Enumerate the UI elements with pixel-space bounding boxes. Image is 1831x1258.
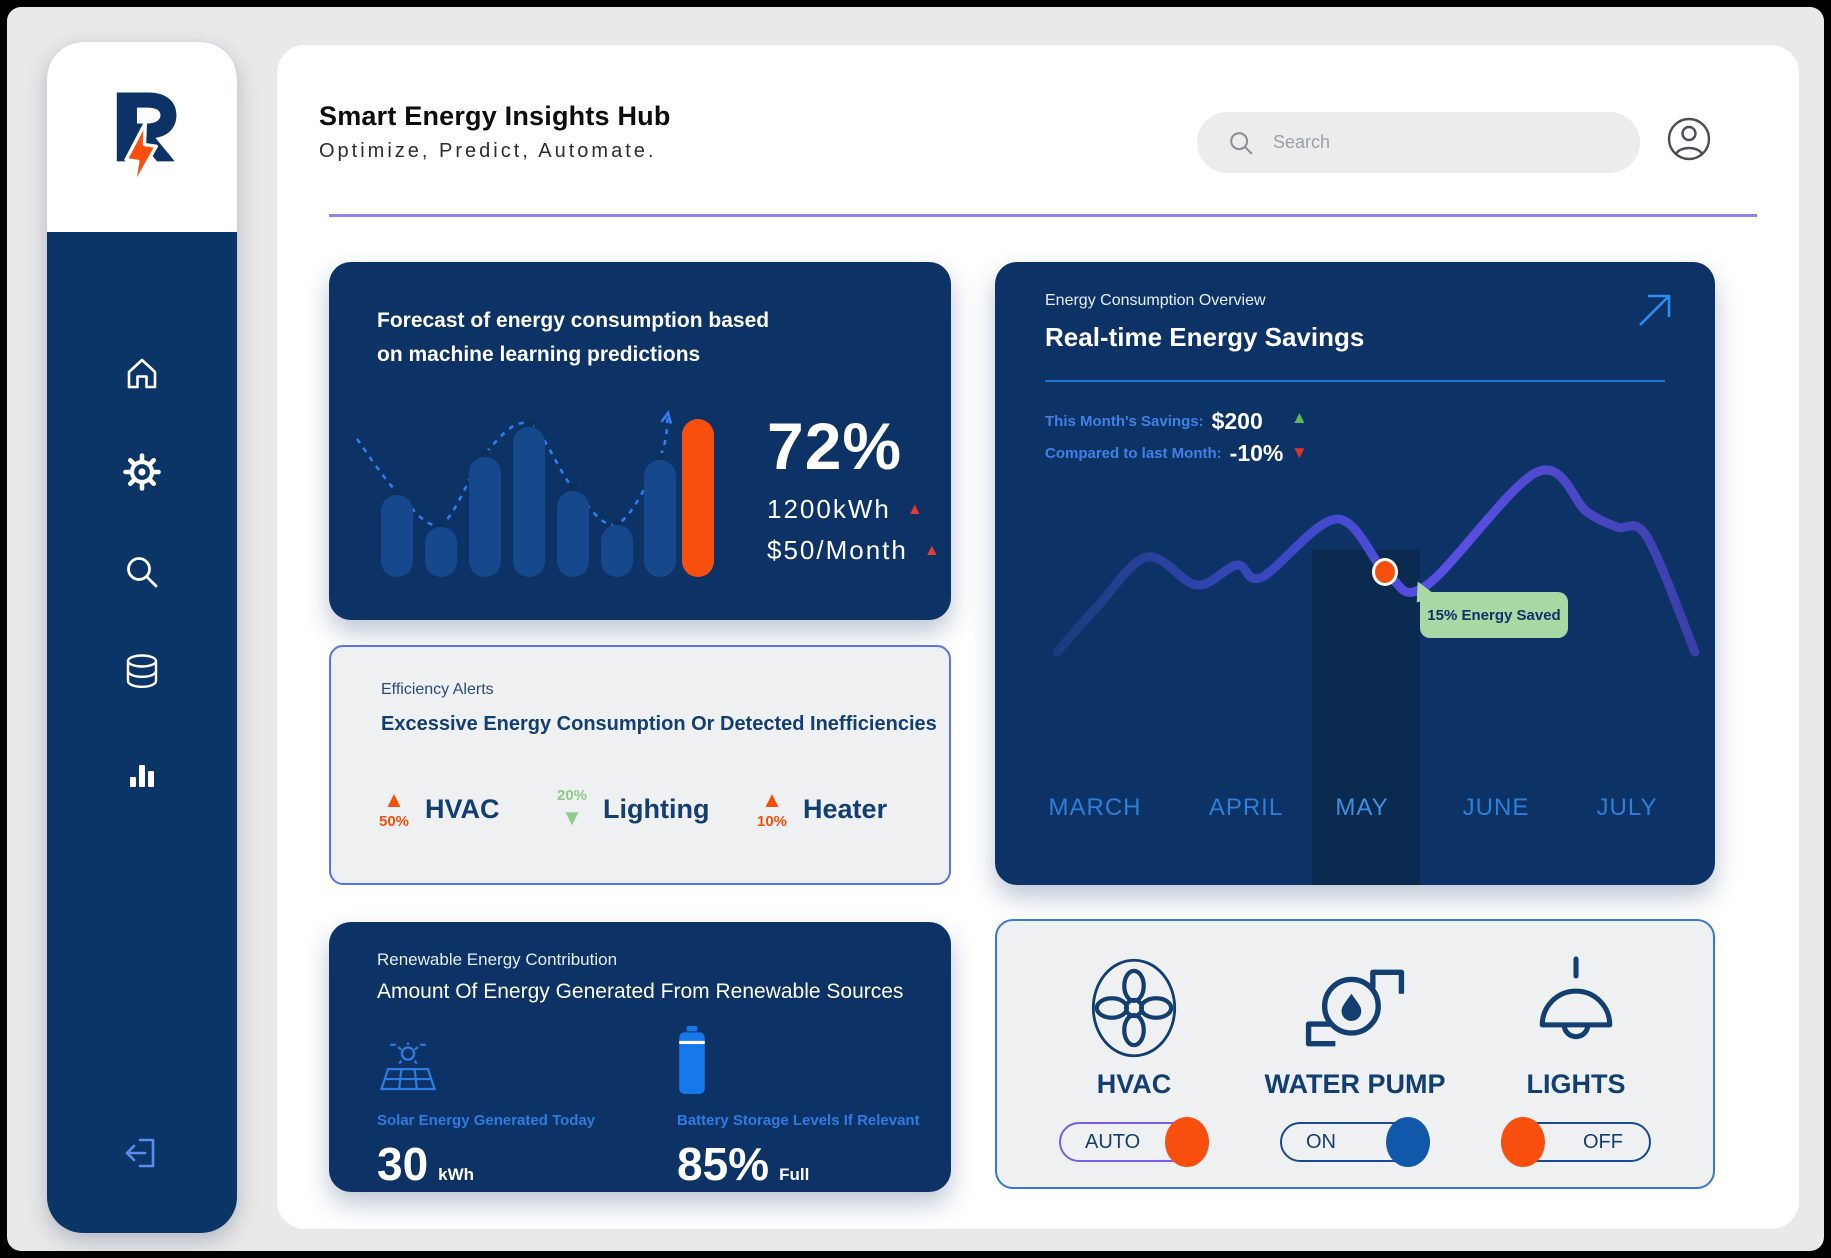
alerts-label: Efficiency Alerts: [381, 681, 494, 698]
alerts-title: Excessive Energy Consumption Or Detected…: [381, 713, 937, 735]
forecast-bar-highlight: [682, 419, 714, 577]
expand-arrow-icon[interactable]: [1633, 288, 1677, 332]
forecast-bar: [557, 491, 589, 577]
renewable-label: Renewable Energy Contribution: [377, 950, 618, 969]
sidebar-nav: [47, 232, 237, 1233]
main-panel: Smart Energy Insights Hub Optimize, Pred…: [277, 45, 1799, 1229]
forecast-trend-line: [355, 410, 673, 528]
solar-caption: Solar Energy Generated Today: [377, 1112, 596, 1129]
lamp-icon: [1526, 949, 1626, 1067]
home-icon[interactable]: [120, 350, 164, 394]
trend-triangle-icon: ▲: [761, 786, 783, 812]
hvac-toggle[interactable]: AUTO: [1059, 1117, 1209, 1167]
month-label: JUNE: [1462, 794, 1530, 821]
brand-logo-icon: [116, 92, 177, 189]
battery-block: Battery Storage Levels If Relevant 85% F…: [677, 1022, 920, 1191]
renewable-title: Amount Of Energy Generated From Renewabl…: [377, 980, 904, 1003]
renewable-card: Renewable Energy Contribution Amount Of …: [329, 922, 951, 1192]
up-triangle-icon: ▲: [906, 500, 923, 518]
forecast-card: Forecast of energy consumption based on …: [329, 262, 951, 620]
battery-value: 85% Full: [677, 1138, 810, 1190]
solar-value: 30 kWh: [377, 1138, 475, 1190]
fan-icon: [1088, 949, 1180, 1067]
highlighted-month-band: [1312, 550, 1420, 885]
savings-divider: [1045, 380, 1665, 382]
battery-caption: Battery Storage Levels If Relevant: [677, 1112, 920, 1129]
profile-avatar-icon[interactable]: [1665, 115, 1713, 163]
search-input[interactable]: [1273, 132, 1593, 153]
toggle-knob[interactable]: [1165, 1117, 1209, 1167]
forecast-bar: [601, 525, 633, 577]
alert-item-hvac: ▲ 50% HVAC: [379, 786, 500, 830]
alert-indicator: 20% ▼: [557, 786, 588, 831]
down-triangle-icon: ▼: [1291, 443, 1308, 462]
month-label: APRIL: [1208, 794, 1284, 821]
logout-icon[interactable]: [120, 1131, 164, 1175]
alert-indicator: ▲ 10%: [757, 786, 788, 830]
page-subtitle: Optimize, Predict, Automate.: [319, 140, 657, 162]
month-label: MAY: [1335, 794, 1389, 821]
header: Smart Energy Insights Hub Optimize, Pred…: [319, 101, 671, 163]
page-title: Smart Energy Insights Hub: [319, 101, 671, 131]
water-pump-toggle[interactable]: ON: [1280, 1117, 1430, 1167]
lights-toggle[interactable]: OFF: [1501, 1117, 1651, 1167]
sidebar: [47, 42, 237, 1233]
up-triangle-icon: ▲: [1291, 408, 1308, 427]
device-hvac: HVAC AUTO: [1049, 949, 1219, 1187]
solar-block: Solar Energy Generated Today 30 kWh: [377, 1022, 595, 1191]
toggle-knob[interactable]: [1501, 1117, 1545, 1167]
forecast-bar: [469, 457, 501, 577]
app-frame: Smart Energy Insights Hub Optimize, Pred…: [7, 7, 1824, 1251]
forecast-cost: $50/Month: [767, 535, 908, 565]
alert-item-heater: ▲ 10% Heater: [757, 786, 888, 830]
forecast-bar: [381, 495, 413, 577]
energy-saved-tooltip: 15% Energy Saved: [1420, 592, 1568, 638]
logo: [47, 42, 237, 232]
alert-item-lighting: 20% ▼ Lighting: [557, 786, 710, 831]
search-icon: [1230, 131, 1253, 154]
forecast-kwh: 1200kWh: [767, 494, 891, 524]
alert-indicator: ▲ 50%: [379, 786, 410, 830]
savings-card: Energy Consumption Overview Real-time En…: [995, 262, 1715, 885]
device-water-pump: WATER PUMP ON: [1265, 949, 1446, 1187]
efficiency-alerts-card: Efficiency Alerts Excessive Energy Consu…: [329, 645, 951, 885]
water-pump-icon: [1297, 949, 1413, 1067]
analytics-bars-icon[interactable]: [120, 750, 164, 794]
month-label: JULY: [1596, 794, 1658, 821]
battery-icon: [677, 1022, 920, 1094]
forecast-title: Forecast of energy consumption based on …: [377, 309, 770, 366]
settings-gear-icon[interactable]: [120, 450, 164, 494]
device-lights: LIGHTS OFF: [1491, 949, 1661, 1187]
search-nav-icon[interactable]: [120, 550, 164, 594]
savings-label: Energy Consumption Overview: [1045, 292, 1266, 309]
forecast-stats: 72% 1200kWh ▲ $50/Month ▲: [767, 408, 940, 566]
forecast-bar: [644, 460, 676, 577]
forecast-cost-row: $50/Month ▲: [767, 535, 940, 566]
savings-line-chart: [1052, 465, 1700, 657]
savings-this-month: This Month's Savings: $200: [1045, 408, 1263, 434]
trend-triangle-icon: ▲: [383, 786, 405, 812]
forecast-bar: [513, 427, 545, 577]
forecast-bar: [425, 527, 457, 577]
header-divider: [329, 214, 1757, 217]
chart-data-point[interactable]: [1372, 558, 1398, 586]
month-label: MARCH: [1048, 794, 1142, 821]
devices-card: HVAC AUTO WATER PUMP ON: [995, 919, 1715, 1189]
savings-compare: Compared to last Month: -10%: [1045, 440, 1284, 466]
forecast-mini-chart: [329, 407, 729, 577]
solar-panel-icon: [377, 1022, 595, 1094]
forecast-kwh-row: 1200kWh ▲: [767, 494, 940, 525]
savings-title: Real-time Energy Savings: [1045, 322, 1365, 352]
search-bar[interactable]: [1197, 112, 1640, 173]
up-triangle-icon: ▲: [923, 541, 940, 559]
forecast-percent: 72%: [767, 409, 903, 483]
database-icon[interactable]: [120, 650, 164, 694]
toggle-knob[interactable]: [1386, 1117, 1430, 1167]
trend-triangle-icon: ▼: [561, 805, 583, 831]
